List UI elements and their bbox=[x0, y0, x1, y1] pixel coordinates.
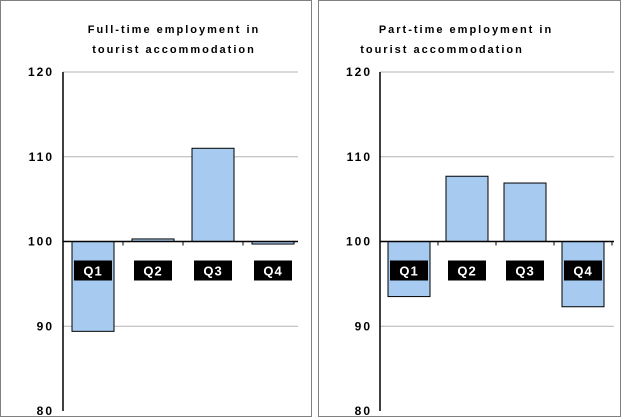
y-tick-label: 80 bbox=[37, 404, 54, 417]
category-label-bg bbox=[564, 260, 602, 281]
category-label-bg bbox=[390, 260, 428, 281]
chart-frame bbox=[0, 0, 312, 417]
y-tick-labels: 80 90 100 110 120 bbox=[28, 65, 54, 417]
chart-part-time: Part-time employment in tourist accommod… bbox=[318, 0, 621, 417]
category-label-bg bbox=[74, 260, 112, 281]
axes bbox=[379, 72, 614, 411]
chart-title-line-2: tourist accommodation bbox=[92, 44, 256, 56]
y-tick-label: 100 bbox=[28, 235, 54, 249]
y-tick-label: 120 bbox=[346, 65, 372, 79]
y-tick-label: 100 bbox=[346, 235, 372, 249]
bar-q1 bbox=[71, 241, 115, 332]
chart-title-line-2: tourist accommodation bbox=[360, 44, 524, 56]
bar-q3 bbox=[503, 182, 547, 243]
y-tick-label: 110 bbox=[29, 150, 54, 164]
y-tick-label: 110 bbox=[347, 150, 372, 164]
y-tick-label: 80 bbox=[355, 404, 372, 417]
category-label-q1: Q1 bbox=[399, 264, 418, 279]
axes bbox=[62, 72, 298, 411]
category-label-q3: Q3 bbox=[203, 264, 222, 279]
category-label-bg bbox=[448, 260, 486, 281]
category-labels: Q1 Q2 Q3 Q4 bbox=[390, 260, 602, 281]
category-label-q4: Q4 bbox=[263, 264, 282, 279]
category-label-bg bbox=[254, 260, 292, 281]
category-labels: Q1 Q2 Q3 Q4 bbox=[74, 260, 292, 281]
y-tick-label: 120 bbox=[28, 65, 54, 79]
bars bbox=[71, 147, 295, 332]
grid bbox=[380, 71, 614, 327]
y-tick-label: 90 bbox=[37, 319, 54, 333]
chart-title-line-1: Part-time employment in bbox=[379, 24, 553, 36]
category-label-q4: Q4 bbox=[573, 264, 592, 279]
category-label-bg bbox=[134, 260, 172, 281]
category-label-q1: Q1 bbox=[83, 264, 102, 279]
category-label-q3: Q3 bbox=[515, 264, 534, 279]
category-label-q2: Q2 bbox=[143, 264, 162, 279]
chart-full-time: Full-time employment in tourist accommod… bbox=[0, 0, 312, 417]
category-label-bg bbox=[194, 260, 232, 281]
category-label-q2: Q2 bbox=[457, 264, 476, 279]
chart-title-line-1: Full-time employment in bbox=[88, 24, 261, 36]
y-tick-labels: 80 90 100 110 120 bbox=[346, 65, 372, 417]
bar-q3 bbox=[191, 147, 235, 242]
y-tick-label: 90 bbox=[355, 319, 372, 333]
category-label-bg bbox=[506, 260, 544, 281]
bar-q2 bbox=[445, 175, 489, 242]
